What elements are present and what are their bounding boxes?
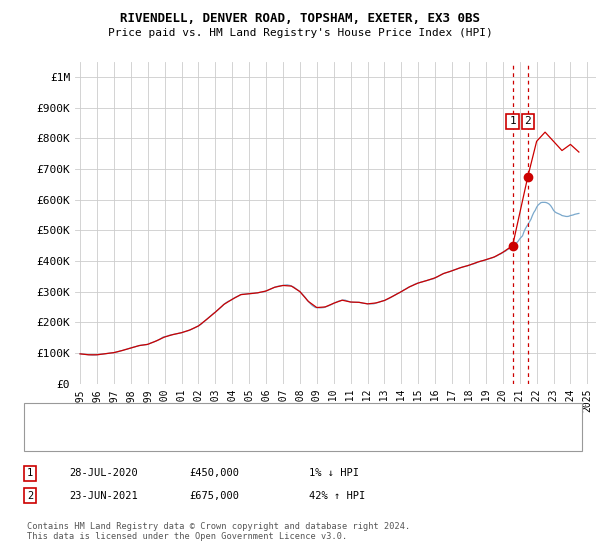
Text: RIVENDELL, DENVER ROAD, TOPSHAM, EXETER, EX3 0BS (detached house): RIVENDELL, DENVER ROAD, TOPSHAM, EXETER,…: [81, 412, 471, 422]
Text: 2: 2: [524, 116, 531, 127]
Text: HPI: Average price, detached house, Exeter: HPI: Average price, detached house, Exet…: [81, 432, 333, 442]
Text: £450,000: £450,000: [189, 468, 239, 478]
Text: 1: 1: [27, 468, 33, 478]
Text: RIVENDELL, DENVER ROAD, TOPSHAM, EXETER, EX3 0BS: RIVENDELL, DENVER ROAD, TOPSHAM, EXETER,…: [120, 12, 480, 25]
Text: 1% ↓ HPI: 1% ↓ HPI: [309, 468, 359, 478]
Text: 2: 2: [27, 491, 33, 501]
Text: £675,000: £675,000: [189, 491, 239, 501]
Text: Contains HM Land Registry data © Crown copyright and database right 2024.
This d: Contains HM Land Registry data © Crown c…: [27, 522, 410, 542]
Text: 42% ↑ HPI: 42% ↑ HPI: [309, 491, 365, 501]
Text: 23-JUN-2021: 23-JUN-2021: [69, 491, 138, 501]
Text: Price paid vs. HM Land Registry's House Price Index (HPI): Price paid vs. HM Land Registry's House …: [107, 28, 493, 38]
Text: 28-JUL-2020: 28-JUL-2020: [69, 468, 138, 478]
Text: 1: 1: [509, 116, 516, 127]
